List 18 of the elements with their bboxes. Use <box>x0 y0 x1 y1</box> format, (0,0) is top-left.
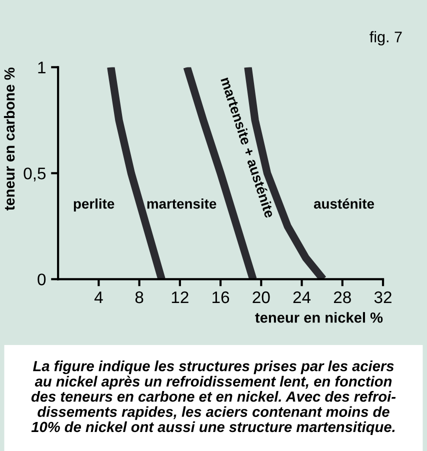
x-tick-label: 20 <box>252 291 270 304</box>
x-tick-label: 24 <box>293 291 311 304</box>
y-tick-label: 0 <box>38 274 46 286</box>
x-tick-label: 16 <box>212 291 230 304</box>
annotation: martensite <box>147 198 216 209</box>
y-axis-title: teneur en carbone % <box>4 68 15 210</box>
y-tick-label: 1 <box>38 62 46 74</box>
x-tick-label: 32 <box>374 291 392 304</box>
annotation: austénite <box>314 198 374 209</box>
text: La figure indique les structures prises par les aciers au nickel après un refroidissement lent, en fonction des teneurs en carbone et en nickel. Avec des refroi- dissements rapides, les aciers contenant moins de 10% de nickel ont aussi une structure martensitique. <box>31 360 396 436</box>
x-tick-label: 8 <box>135 291 144 304</box>
x-axis-title: teneur en nickel % <box>255 312 383 323</box>
x-tick-label: 4 <box>94 292 103 304</box>
x-tick-label: 28 <box>334 291 351 304</box>
chart-title: fig. 7 <box>370 31 402 46</box>
y-tick-label: 0,5 <box>24 168 46 182</box>
x-tick-label: 12 <box>172 291 188 304</box>
annotation: perlite <box>74 198 114 212</box>
